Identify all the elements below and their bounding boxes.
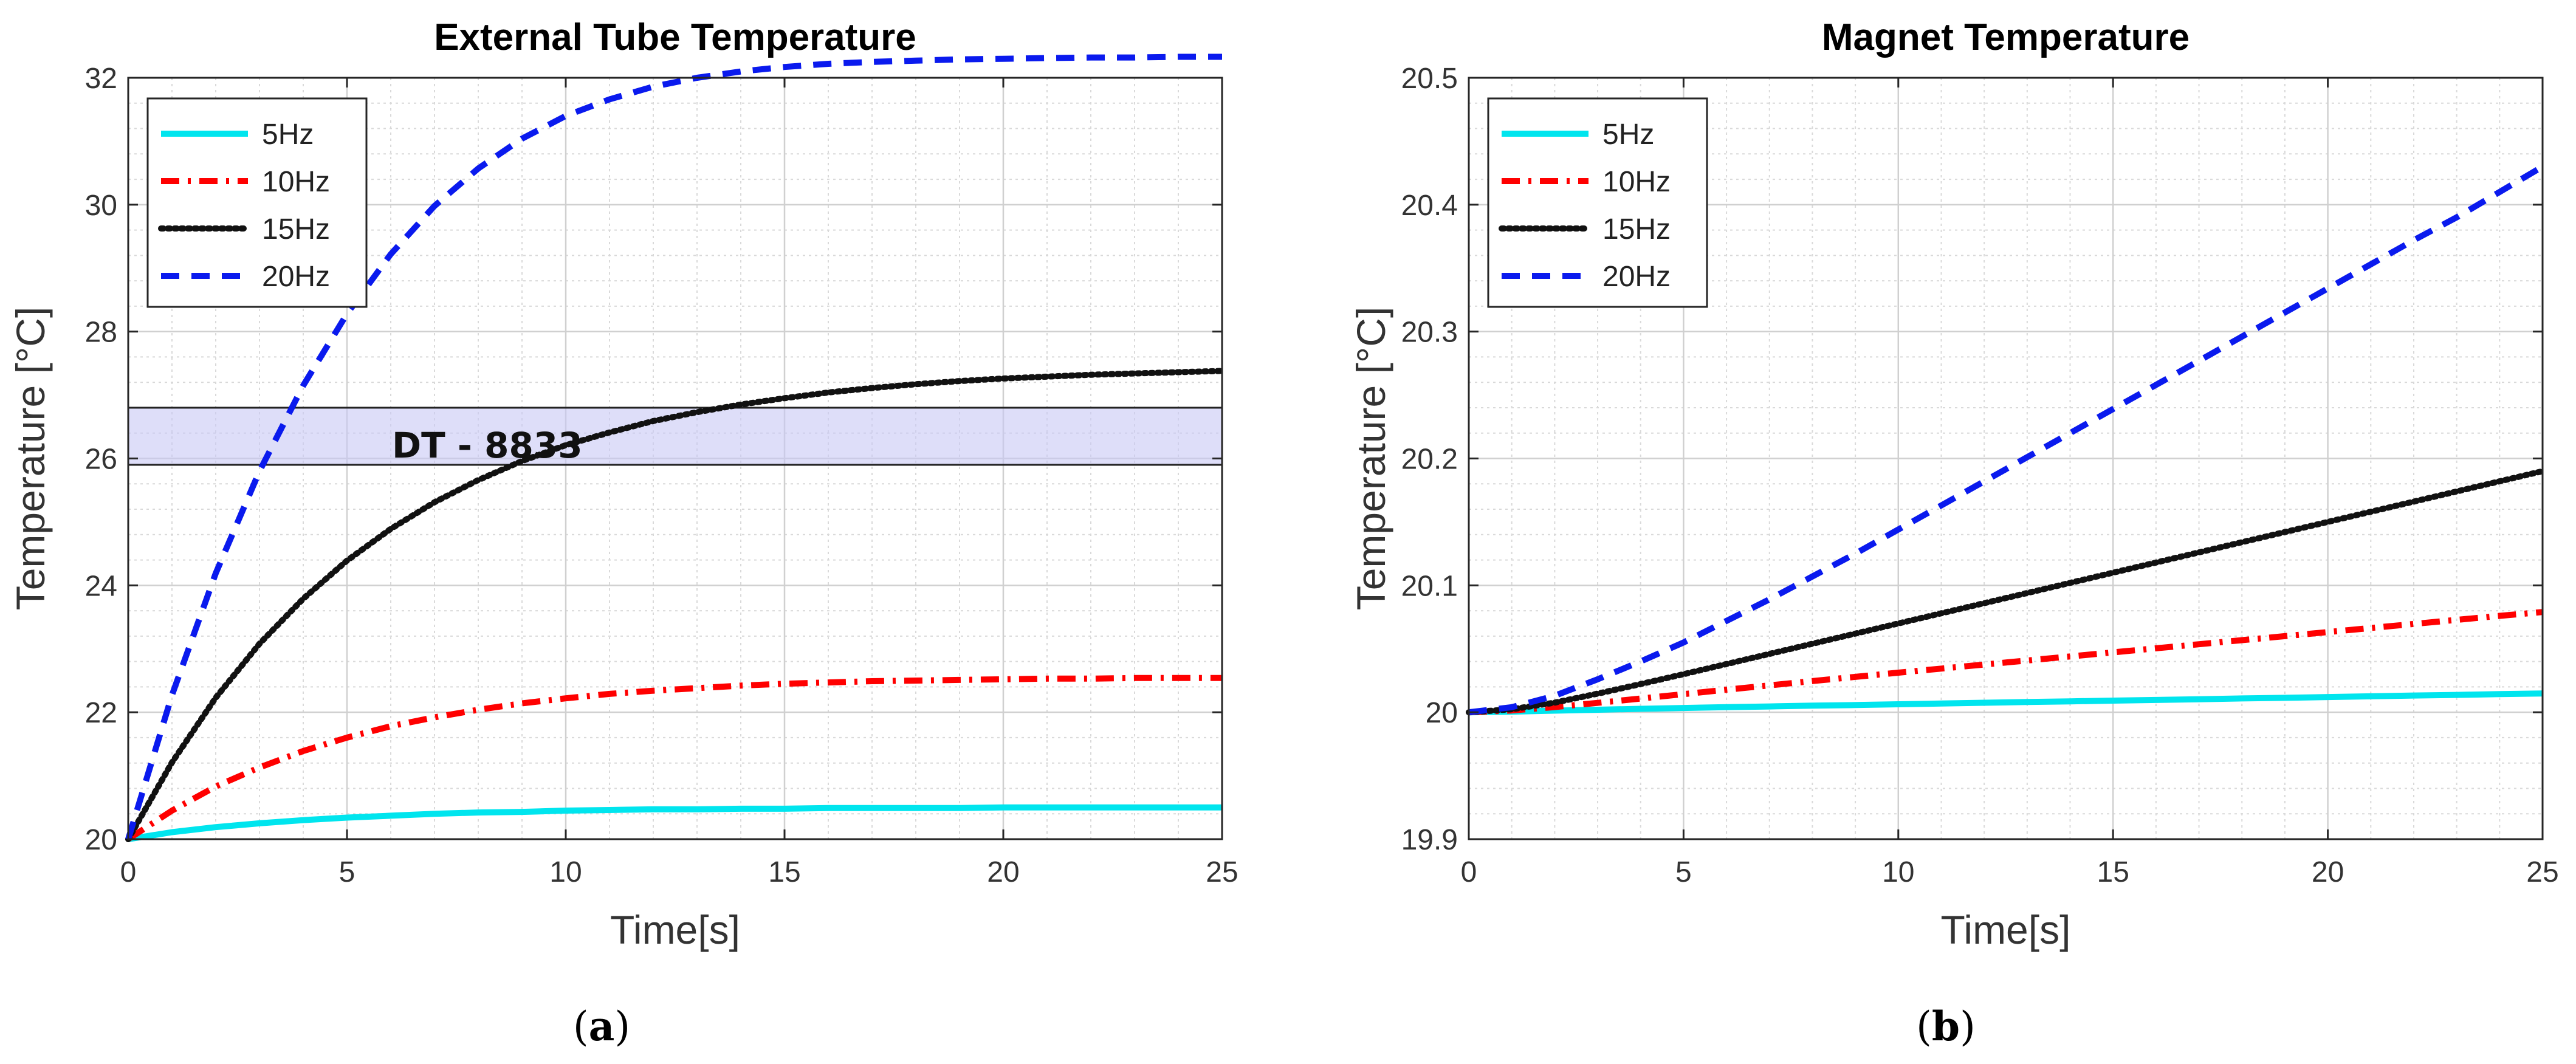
y-tick-label: 28 bbox=[85, 317, 117, 349]
legend-label: 5Hz bbox=[1602, 118, 1654, 151]
legend-label: 20Hz bbox=[262, 261, 330, 293]
figure-caption: (b) bbox=[1916, 1003, 1976, 1050]
x-tick-label: 15 bbox=[2097, 856, 2129, 888]
series-line-5hz bbox=[128, 804, 1222, 842]
y-tick-label: 20.4 bbox=[1401, 190, 1458, 222]
legend-box bbox=[146, 97, 368, 308]
y-tick-label: 32 bbox=[85, 63, 117, 95]
legend: 5Hz 10Hz 15Hz 20Hz bbox=[146, 97, 368, 308]
series-lines bbox=[1466, 163, 2546, 716]
x-tick-label: 20 bbox=[2312, 856, 2344, 888]
legend-label: 15Hz bbox=[262, 213, 330, 245]
y-tick-label: 20 bbox=[85, 824, 117, 856]
caption-close: ) bbox=[614, 1003, 630, 1050]
x-tick-label: 5 bbox=[339, 856, 355, 888]
y-tick-label: 30 bbox=[85, 190, 117, 222]
ticks: 0 5 10 15 20 25 20 22 24 26 28 30 32 bbox=[85, 63, 1238, 888]
caption-close: ) bbox=[1960, 1003, 1976, 1050]
caption-open: ( bbox=[1916, 1003, 1932, 1050]
x-tick-label: 10 bbox=[1882, 856, 1914, 888]
x-tick-label: 0 bbox=[1461, 856, 1477, 888]
y-tick-label: 24 bbox=[85, 570, 117, 602]
chart-a: DT - 8833 0 5 10 15 20 25 20 22 24 26 28 30 32 5Hz 10Hz… bbox=[8, 16, 1238, 1050]
x-tick-label: 5 bbox=[1675, 856, 1692, 888]
y-tick-label: 20.2 bbox=[1401, 444, 1458, 476]
x-tick-label: 10 bbox=[549, 856, 582, 888]
x-axis-label: Time[s] bbox=[610, 907, 740, 952]
legend-label: 10Hz bbox=[1602, 166, 1671, 198]
series-line-5hz bbox=[1468, 690, 2543, 716]
y-tick-label: 20.5 bbox=[1401, 63, 1458, 95]
legend-label: 5Hz bbox=[262, 118, 314, 151]
series-line-20hz bbox=[125, 53, 1222, 840]
series-line-15hz bbox=[1466, 468, 2546, 716]
x-tick-label: 20 bbox=[987, 856, 1019, 888]
ticks: 0 5 10 15 20 25 19.9 20 20.1 20.2 20.3 20.4 20.5 bbox=[1401, 63, 2559, 888]
series-line-20hz bbox=[1468, 163, 2544, 716]
legend: 5Hz 10Hz 15Hz 20Hz bbox=[1487, 97, 1708, 308]
x-tick-label: 25 bbox=[2526, 856, 2558, 888]
y-tick-label: 26 bbox=[85, 444, 117, 476]
y-tick-label: 22 bbox=[85, 697, 117, 729]
chart-b: 0 5 10 15 20 25 19.9 20 20.1 20.2 20.3 20.4 20.5 5Hz 1… bbox=[1348, 16, 2559, 1050]
grid bbox=[127, 77, 1223, 840]
y-tick-label: 19.9 bbox=[1401, 824, 1458, 856]
legend-label: 10Hz bbox=[262, 166, 330, 198]
x-tick-label: 0 bbox=[120, 856, 137, 888]
caption-letter: a bbox=[589, 1003, 615, 1050]
annotation-label: DT - 8833 bbox=[392, 425, 583, 466]
y-axis-label: Temperature [°C] bbox=[1348, 307, 1393, 611]
y-axis-label: Temperature [°C] bbox=[8, 307, 53, 611]
chart-title: Magnet Temperature bbox=[1822, 16, 2190, 58]
figure-caption: (a) bbox=[573, 1003, 630, 1050]
caption-letter: b bbox=[1932, 1003, 1960, 1050]
x-axis-label: Time[s] bbox=[1941, 907, 2071, 952]
legend-label: 20Hz bbox=[1602, 261, 1671, 293]
series-line-10hz bbox=[1468, 609, 2543, 716]
legend-box bbox=[1487, 97, 1708, 308]
y-tick-label: 20.1 bbox=[1401, 570, 1458, 602]
series-line-10hz bbox=[126, 674, 1222, 842]
series-line-15hz bbox=[125, 368, 1225, 842]
legend-label: 15Hz bbox=[1602, 213, 1671, 245]
y-tick-label: 20 bbox=[1426, 697, 1458, 729]
x-tick-label: 25 bbox=[1206, 856, 1238, 888]
series-lines bbox=[125, 53, 1225, 842]
y-tick-label: 20.3 bbox=[1401, 317, 1458, 349]
x-tick-label: 15 bbox=[768, 856, 800, 888]
caption-open: ( bbox=[573, 1003, 589, 1050]
chart-title: External Tube Temperature bbox=[434, 16, 916, 58]
